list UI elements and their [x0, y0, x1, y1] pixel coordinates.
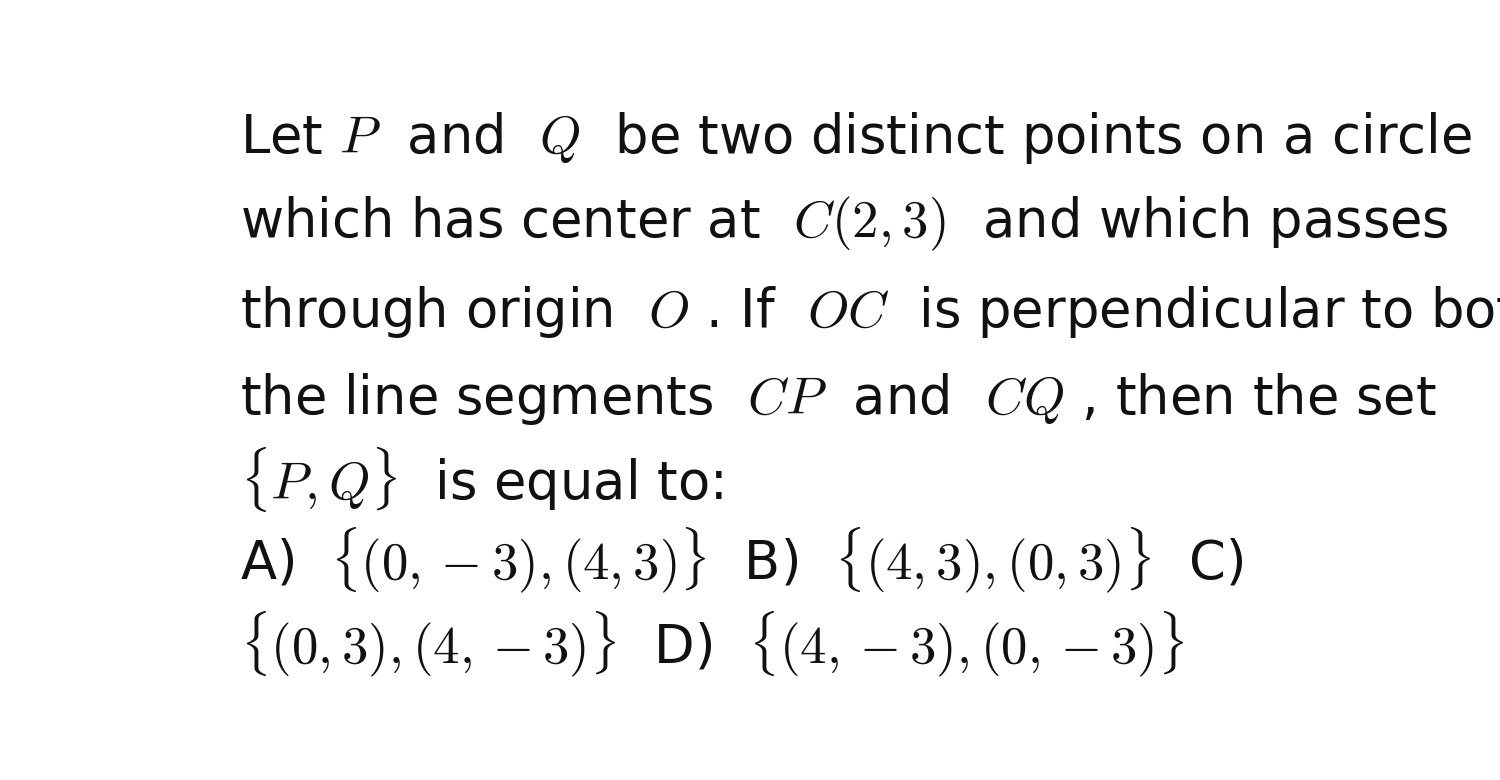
Text: Let $\mathit{P}$  and  $\mathit{Q}$  be two distinct points on a circle: Let $\mathit{P}$ and $\mathit{Q}$ be two…: [240, 110, 1472, 165]
Text: $\{(0,3),(4,-3)\}$  D)  $\{(4,-3),(0,-3)\}$: $\{(0,3),(4,-3)\}$ D) $\{(4,-3),(0,-3)\}…: [240, 610, 1184, 679]
Text: $\{P,Q\}$  is equal to:: $\{P,Q\}$ is equal to:: [240, 445, 723, 514]
Text: the line segments  $\mathit{CP}$  and  $\mathit{CQ}$ , then the set: the line segments $\mathit{CP}$ and $\ma…: [240, 371, 1437, 427]
Text: A)  $\{(0,-3),(4,3)\}$  B)  $\{(4,3),(0,3)\}$  C): A) $\{(0,-3),(4,3)\}$ B) $\{(4,3),(0,3)\…: [240, 526, 1244, 595]
Text: which has center at  $\mathit{C}(2,3)$  and which passes: which has center at $\mathit{C}(2,3)$ an…: [240, 195, 1449, 253]
Text: through origin  $\mathit{O}$ . If  $\mathit{OC}$  is perpendicular to both: through origin $\mathit{O}$ . If $\mathi…: [240, 284, 1500, 340]
